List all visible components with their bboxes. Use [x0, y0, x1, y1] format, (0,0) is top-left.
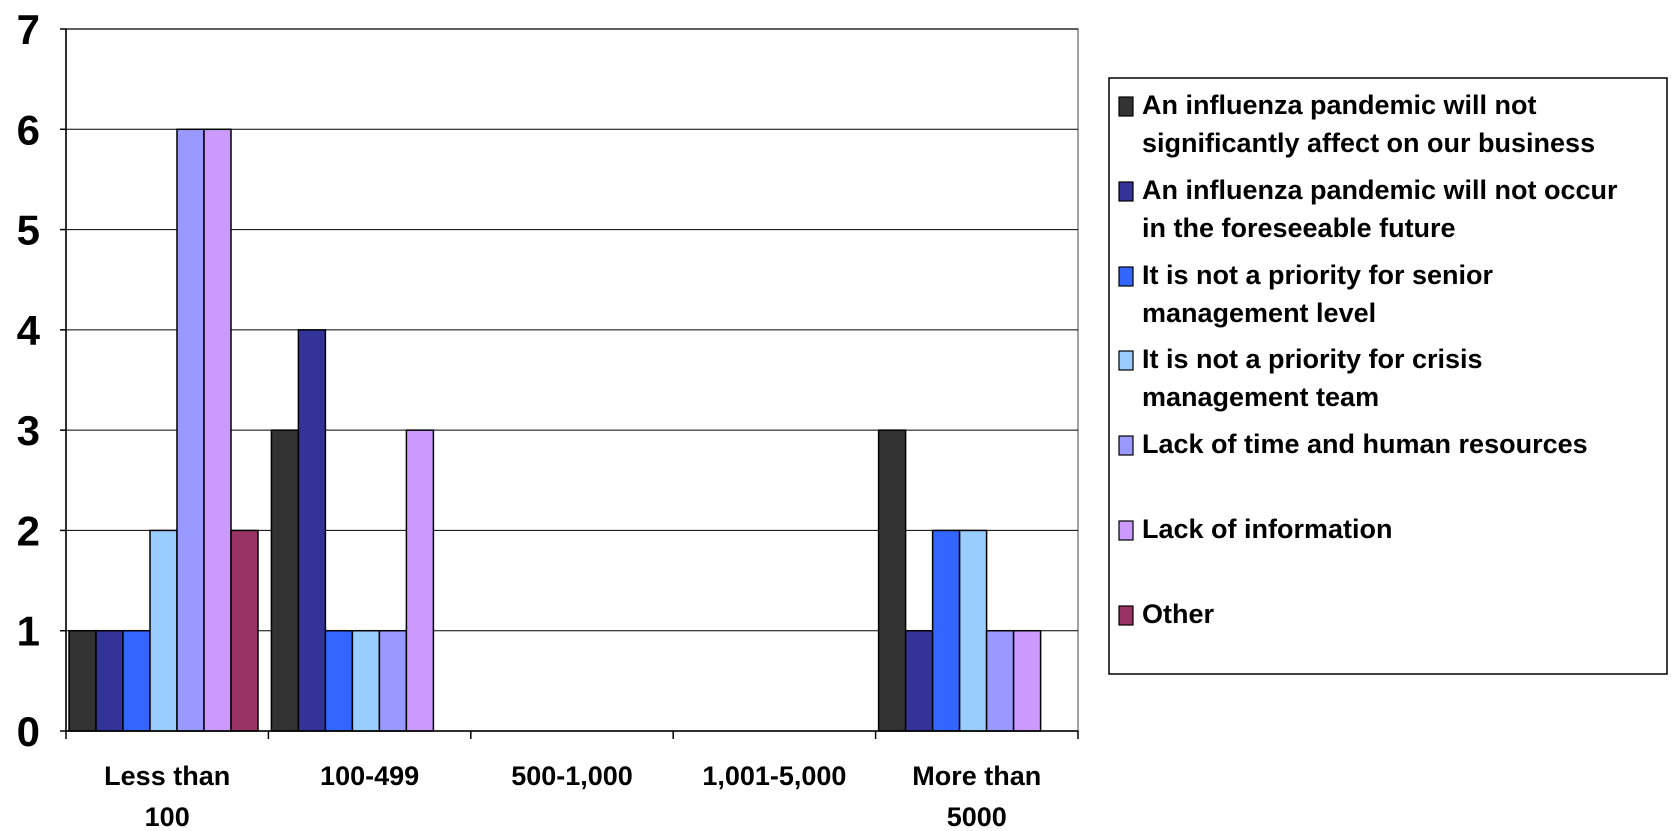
y-tick-label-7: 7: [17, 6, 40, 53]
y-axis-tick-labels: 0 1 2 3 4 5 6 7: [17, 6, 41, 755]
x-category-label-4-line-1: 5000: [947, 802, 1007, 831]
legend-swatch-5: [1118, 520, 1134, 541]
bar-cat1-series4: [378, 629, 408, 732]
legend-label-6-line-0: Other: [1142, 599, 1215, 629]
bar-cat1-series3: [351, 629, 381, 732]
legend-swatch-3: [1118, 350, 1134, 371]
x-axis-category-labels: Less than 100 100-499 500-1,000 1,001-5,000 M…: [104, 761, 1041, 831]
legend-label-4-line-0: Lack of time and human resources: [1142, 429, 1588, 459]
y-tick-label-6: 6: [17, 106, 40, 153]
legend-swatch-1: [1118, 181, 1134, 202]
y-tick-label-3: 3: [17, 407, 40, 454]
bar-cat0-series2: [122, 629, 151, 732]
x-category-label-4-line-0: More than: [912, 761, 1041, 791]
legend: An influenza pandemic will not significan…: [1108, 77, 1668, 675]
legend-swatch-0: [1118, 96, 1134, 117]
x-category-label-0-line-1: 100: [145, 802, 190, 831]
legend-label-2-line-0: It is not a priority for senior: [1142, 260, 1494, 290]
legend-label-1-line-1: in the foreseeable future: [1142, 213, 1456, 243]
legend-label-0-line-1: significantly affect on our business: [1142, 128, 1595, 158]
legend-label-3-line-0: It is not a priority for crisis: [1142, 344, 1483, 374]
bar-cat4-series3: [958, 529, 988, 732]
bar-cat1-series0: [270, 429, 300, 732]
x-category-label-0-line-0: Less than: [104, 761, 230, 791]
bar-cat0-series0: [68, 629, 97, 732]
legend-box: [1108, 77, 1668, 675]
legend-label-3-line-1: management team: [1142, 382, 1379, 412]
bar-cat4-series0: [877, 429, 907, 732]
bar-cat4-series5: [1012, 629, 1042, 732]
bar-cat4-series2: [931, 529, 961, 732]
y-tick-label-0: 0: [17, 708, 40, 755]
y-tick-label-5: 5: [17, 207, 40, 254]
axes: [60, 28, 1079, 739]
x-category-label-3-line-0: 1,001-5,000: [702, 761, 846, 791]
legend-label-1-line-0: An influenza pandemic will not occur: [1142, 175, 1618, 205]
legend-swatch-2: [1118, 266, 1134, 287]
legend-label-2-line-1: management level: [1142, 298, 1376, 328]
bar-cat0-series4: [176, 128, 205, 732]
y-tick-label-1: 1: [17, 608, 40, 655]
bars: [68, 128, 1042, 732]
x-category-label-1-line-0: 100-499: [320, 761, 419, 791]
y-tick-label-4: 4: [17, 307, 41, 354]
bar-cat4-series1: [904, 629, 934, 732]
legend-label-5-line-0: Lack of information: [1142, 514, 1393, 544]
legend-label-0-line-0: An influenza pandemic will not: [1142, 90, 1537, 120]
y-tick-label-2: 2: [17, 507, 40, 554]
bar-cat1-series5: [405, 429, 435, 732]
legend-swatch-4: [1118, 435, 1134, 456]
bar-cat0-series5: [203, 128, 232, 732]
bar-cat0-series3: [149, 529, 178, 732]
legend-swatch-6: [1118, 605, 1134, 626]
bar-cat4-series4: [985, 629, 1015, 732]
bar-cat1-series2: [324, 629, 354, 732]
bar-cat1-series1: [297, 329, 327, 732]
bar-cat0-series6: [230, 529, 259, 732]
x-category-label-2-line-0: 500-1,000: [511, 761, 633, 791]
bar-cat0-series1: [95, 629, 124, 732]
